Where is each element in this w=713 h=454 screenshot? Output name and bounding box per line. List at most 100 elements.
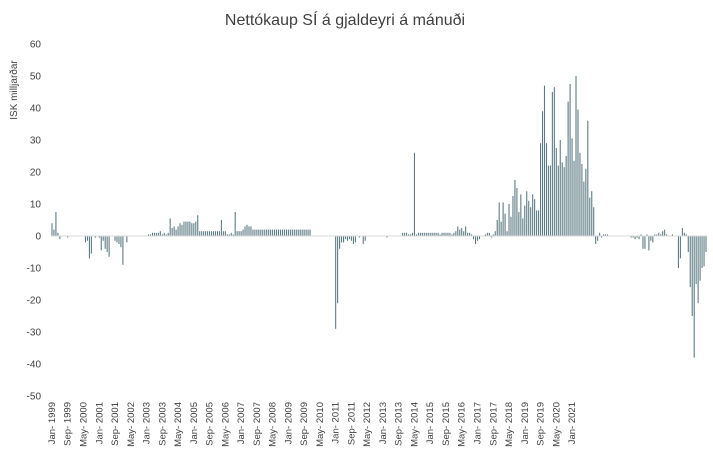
bar	[589, 197, 591, 236]
bar	[557, 165, 559, 236]
bar	[685, 234, 687, 236]
bar	[445, 232, 447, 236]
bar	[408, 234, 410, 236]
bar	[228, 234, 230, 236]
bar	[494, 231, 496, 236]
x-tick-label: May- 2004	[173, 402, 184, 447]
x-tick-label: Sep- 2007	[252, 402, 263, 446]
x-tick-label: Sep- 2011	[346, 402, 357, 445]
bar	[524, 205, 526, 236]
bar	[671, 234, 674, 236]
x-tick-label: Sep- 2003	[157, 402, 168, 446]
bar	[427, 232, 429, 236]
bar	[281, 229, 284, 236]
bar	[593, 207, 595, 236]
bar	[250, 226, 252, 236]
bar	[581, 164, 583, 236]
bar	[341, 236, 343, 243]
bar	[232, 234, 234, 236]
bar	[169, 218, 171, 236]
y-tick-label: -50	[27, 392, 42, 403]
bar	[429, 232, 431, 236]
bar	[104, 236, 106, 249]
bar	[220, 220, 222, 236]
bar	[565, 156, 567, 236]
x-tick-label: Jan- 2001	[94, 402, 105, 444]
bar	[276, 229, 278, 236]
bar	[571, 138, 573, 236]
bar	[274, 229, 276, 236]
bar	[601, 236, 603, 238]
bar	[266, 229, 268, 236]
bar	[486, 232, 488, 236]
x-tick-label: Jan- 2017	[473, 402, 484, 444]
bar	[476, 236, 479, 241]
bar	[547, 165, 549, 236]
x-tick-label: Sep- 2001	[110, 402, 121, 446]
bar	[289, 229, 291, 236]
bar	[660, 234, 662, 236]
bar	[191, 223, 193, 236]
bar	[467, 232, 469, 236]
bar	[189, 221, 191, 236]
bar	[451, 234, 453, 236]
bar	[650, 236, 652, 241]
bar	[224, 231, 226, 236]
bar	[337, 236, 339, 304]
bar	[409, 234, 412, 236]
bar	[577, 109, 579, 236]
bar	[437, 232, 439, 236]
y-tick-labels: 60 50 40 30 20 10 0 -10 -20 -30 -40 -50	[27, 40, 42, 403]
bar	[122, 236, 124, 265]
bar	[344, 236, 347, 240]
bar	[469, 232, 471, 236]
bar	[630, 236, 632, 238]
bar	[648, 236, 650, 251]
bar	[51, 223, 53, 236]
bar	[161, 234, 163, 236]
bar	[262, 229, 264, 236]
bar	[518, 212, 520, 236]
bar	[199, 231, 201, 236]
bar	[683, 232, 685, 236]
bar	[86, 236, 88, 241]
bar	[285, 229, 287, 236]
bar	[411, 232, 414, 236]
bar	[279, 229, 282, 236]
bar	[689, 236, 691, 288]
bar	[203, 231, 205, 236]
bar	[415, 234, 417, 236]
x-tick-label: Jan- 2011	[331, 402, 342, 444]
bar	[439, 234, 441, 236]
bar	[254, 229, 256, 236]
bar	[291, 229, 293, 236]
x-tick-label: May- 2018	[504, 402, 515, 447]
bar	[59, 236, 61, 240]
bar	[530, 207, 532, 236]
bar	[603, 234, 605, 236]
bar	[350, 236, 352, 241]
bar	[677, 236, 679, 268]
bar	[153, 232, 155, 236]
x-tick-label: May- 2014	[410, 402, 421, 447]
bar	[252, 229, 254, 236]
bar	[561, 162, 563, 236]
bar	[453, 232, 455, 236]
y-tick-label: 20	[30, 168, 42, 179]
bar	[605, 234, 607, 236]
x-tick-label: Sep- 2015	[441, 402, 452, 446]
bar	[297, 229, 299, 236]
bar	[406, 232, 408, 236]
bar	[687, 236, 689, 252]
bar	[664, 229, 666, 236]
bar	[214, 231, 217, 236]
bar	[335, 236, 337, 329]
bar	[258, 229, 260, 236]
bar	[652, 236, 654, 243]
bar	[473, 236, 475, 240]
bar	[283, 229, 285, 236]
bar	[155, 232, 157, 236]
bar	[587, 120, 589, 236]
bar	[703, 236, 705, 267]
bar	[187, 221, 189, 236]
